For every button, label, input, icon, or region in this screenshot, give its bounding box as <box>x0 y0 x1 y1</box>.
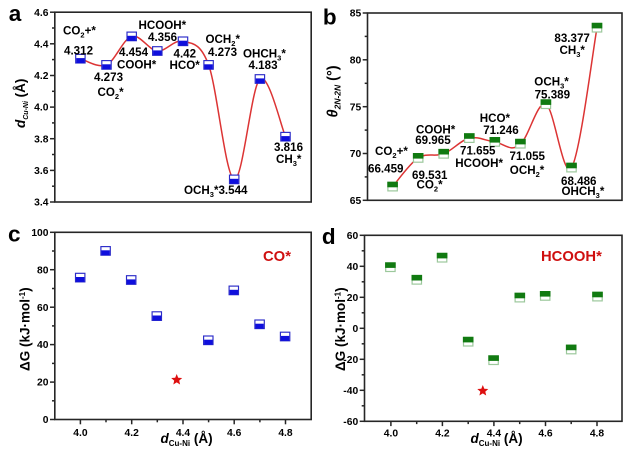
svg-text:4.8: 4.8 <box>278 428 293 439</box>
svg-text:66.459: 66.459 <box>368 162 404 175</box>
svg-text:OHCH3*: OHCH3* <box>562 185 605 200</box>
svg-text:4.4: 4.4 <box>176 428 191 439</box>
svg-text:40: 40 <box>347 262 359 273</box>
svg-text:CO2*: CO2* <box>98 86 125 101</box>
svg-text:4.0: 4.0 <box>34 103 49 114</box>
svg-text:OHCH3*: OHCH3* <box>243 48 286 63</box>
svg-text:4.8: 4.8 <box>590 429 605 440</box>
svg-text:HCOOH*: HCOOH* <box>139 19 187 32</box>
svg-text:60: 60 <box>37 303 49 314</box>
svg-text:CH3*: CH3* <box>560 44 586 59</box>
svg-text:4.2: 4.2 <box>125 428 140 439</box>
svg-text:-60: -60 <box>343 417 358 428</box>
svg-text:d: d <box>322 224 336 249</box>
svg-text:HCO*: HCO* <box>480 112 511 125</box>
svg-text:69.531: 69.531 <box>412 169 448 182</box>
svg-text:3.8: 3.8 <box>34 134 49 145</box>
svg-text:COOH*: COOH* <box>117 58 157 71</box>
svg-text:3.6: 3.6 <box>34 166 49 177</box>
svg-text:4.0: 4.0 <box>73 428 88 439</box>
svg-text:CO*: CO* <box>263 249 291 265</box>
svg-text:71.055: 71.055 <box>510 150 546 163</box>
svg-text:OCH3*3.544: OCH3*3.544 <box>184 184 248 199</box>
svg-text:ΔG (kJ·mol-1): ΔG (kJ·mol-1) <box>18 287 33 371</box>
svg-text:CO2*: CO2* <box>417 179 444 194</box>
svg-text:69.965: 69.965 <box>415 134 451 147</box>
svg-text:dCu-Ni (Å): dCu-Ni (Å) <box>161 431 213 448</box>
svg-text:20: 20 <box>347 293 359 304</box>
svg-text:80: 80 <box>37 265 49 276</box>
svg-text:θ2N-2N (°): θ2N-2N (°) <box>326 65 343 117</box>
svg-text:60: 60 <box>347 231 359 242</box>
svg-text:4.42: 4.42 <box>174 47 197 60</box>
svg-text:75: 75 <box>350 102 362 113</box>
svg-text:HCO*: HCO* <box>170 59 201 72</box>
svg-text:b: b <box>323 5 337 30</box>
svg-text:85: 85 <box>350 9 362 20</box>
svg-text:4.312: 4.312 <box>64 44 93 57</box>
svg-text:68.486: 68.486 <box>561 175 597 188</box>
svg-text:75.389: 75.389 <box>535 88 571 101</box>
svg-text:dCu-Ni (Å): dCu-Ni (Å) <box>13 79 30 128</box>
svg-text:4.356: 4.356 <box>148 31 178 44</box>
svg-text:4.6: 4.6 <box>227 428 242 439</box>
svg-text:HCOOH*: HCOOH* <box>455 157 503 170</box>
svg-text:20: 20 <box>37 378 49 389</box>
svg-text:HCOOH*: HCOOH* <box>541 249 602 265</box>
svg-text:4.183: 4.183 <box>249 59 279 72</box>
svg-text:OCH2*: OCH2* <box>510 164 545 179</box>
svg-text:0: 0 <box>43 415 49 426</box>
svg-text:c: c <box>8 221 21 246</box>
svg-text:4.2: 4.2 <box>435 429 450 440</box>
svg-text:4.6: 4.6 <box>34 8 49 19</box>
svg-text:-40: -40 <box>343 386 358 397</box>
svg-text:CO2+*: CO2+* <box>375 145 408 160</box>
svg-text:71.246: 71.246 <box>483 124 519 137</box>
svg-text:a: a <box>9 1 22 26</box>
svg-text:-20: -20 <box>343 355 358 366</box>
svg-text:100: 100 <box>31 228 48 239</box>
svg-text:0: 0 <box>352 324 358 335</box>
svg-text:4.2: 4.2 <box>34 71 49 82</box>
svg-text:dCu-Ni (Å): dCu-Ni (Å) <box>471 431 523 448</box>
svg-text:40: 40 <box>37 340 49 351</box>
svg-text:70: 70 <box>350 149 362 160</box>
svg-text:CH3*: CH3* <box>276 153 302 168</box>
svg-text:CO2+*: CO2+* <box>63 24 96 39</box>
svg-text:4.4: 4.4 <box>487 429 502 440</box>
svg-text:4.273: 4.273 <box>208 46 238 59</box>
svg-text:4.6: 4.6 <box>538 429 553 440</box>
svg-text:80: 80 <box>350 55 362 66</box>
svg-text:ΔG (kJ·mol-1): ΔG (kJ·mol-1) <box>333 287 348 371</box>
svg-text:COOH*: COOH* <box>416 124 456 137</box>
svg-text:4.0: 4.0 <box>384 429 399 440</box>
svg-text:4.4: 4.4 <box>34 39 49 50</box>
svg-text:4.273: 4.273 <box>94 71 124 84</box>
svg-text:65: 65 <box>350 196 362 207</box>
svg-text:3.4: 3.4 <box>34 198 49 209</box>
svg-text:83.377: 83.377 <box>554 32 589 45</box>
svg-text:3.816: 3.816 <box>274 141 304 154</box>
svg-text:71.655: 71.655 <box>460 145 496 158</box>
svg-text:4.454: 4.454 <box>119 46 149 59</box>
